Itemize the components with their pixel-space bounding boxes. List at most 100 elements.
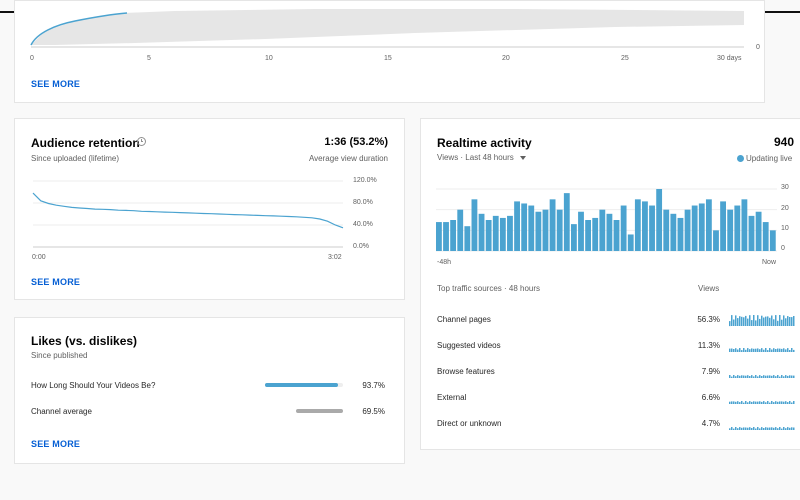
sparkline-bar <box>757 401 759 404</box>
sparkline-bar <box>747 375 749 378</box>
sparkline-bar <box>747 402 749 404</box>
sparkline-bar <box>743 427 745 430</box>
y-tick: 0 <box>781 245 785 252</box>
sparkline-bar <box>773 402 775 404</box>
sparkline-bar <box>759 375 761 378</box>
sparkline-bar <box>769 402 771 404</box>
realtime-bar <box>627 234 634 251</box>
realtime-bar <box>450 220 457 251</box>
sparkline-bar <box>785 349 787 352</box>
realtime-bar <box>705 199 712 251</box>
sparkline-bar <box>789 401 791 404</box>
card-title: Likes (vs. dislikes) <box>31 334 138 348</box>
sparkline-bar <box>787 427 789 430</box>
realtime-bar <box>734 205 741 251</box>
see-more-link[interactable]: SEE MORE <box>31 79 81 89</box>
traffic-source-sparkline <box>729 348 795 352</box>
sparkline-bar <box>729 375 731 378</box>
sparkline-bar <box>735 348 737 352</box>
sparkline-bar <box>787 316 789 326</box>
sparkline-bar <box>739 402 741 404</box>
sparkline-bar <box>759 428 761 430</box>
sparkline-bar <box>785 318 787 326</box>
likes-row-label: How Long Should Your Videos Be? <box>31 381 156 390</box>
sparkline-bar <box>753 401 755 404</box>
sparkline-bar <box>779 348 781 352</box>
y-tick: 30 <box>781 184 789 191</box>
realtime-bar <box>755 211 762 251</box>
likes-bar-fill <box>296 409 343 413</box>
realtime-bar <box>507 215 513 251</box>
realtime-bar <box>663 209 670 251</box>
sparkline-bar <box>765 348 767 352</box>
card-subtitle: Since published <box>31 351 88 360</box>
y-tick: 0 <box>756 44 760 51</box>
sparkline-bar <box>733 349 735 352</box>
sparkline-bar <box>777 428 779 430</box>
x-tick: -48h <box>437 259 452 266</box>
card-title: Audience retention <box>31 136 140 150</box>
realtime-bar <box>713 230 719 251</box>
info-icon[interactable] <box>137 137 146 146</box>
sparkline-bar <box>787 402 789 404</box>
y-tick: 120.0% <box>353 177 377 184</box>
x-tick: 15 <box>384 55 392 62</box>
views-period-dropdown[interactable]: Views · Last 48 hours <box>437 153 527 162</box>
sparkline-bar <box>753 315 755 326</box>
sparkline-bar <box>743 348 745 352</box>
realtime-bar <box>457 209 464 251</box>
realtime-bar <box>649 205 655 251</box>
traffic-source-label: Channel pages <box>437 315 491 324</box>
realtime-bar <box>528 205 535 251</box>
sparkline-bar <box>737 375 739 378</box>
sparkline-bar <box>759 318 761 326</box>
see-more-link[interactable]: SEE MORE <box>31 277 81 287</box>
traffic-source-value: 4.7% <box>701 419 720 428</box>
sparkline-bar <box>765 402 767 404</box>
sparkline-bar <box>761 348 763 352</box>
sparkline-bar <box>759 401 761 404</box>
realtime-bar <box>556 209 563 251</box>
traffic-source-label: Browse features <box>437 367 495 376</box>
likes-row-value: 93.7% <box>362 381 385 390</box>
sparkline-bar <box>745 401 747 404</box>
x-tick: 10 <box>265 55 273 62</box>
sparkline-bar <box>777 401 779 404</box>
realtime-bar <box>521 203 528 251</box>
sparkline-bar <box>767 316 769 326</box>
sparkline-bar <box>789 317 791 326</box>
sparkline-bar <box>733 375 735 378</box>
traffic-source-value: 56.3% <box>697 315 720 324</box>
realtime-bar <box>514 201 520 251</box>
sparkline-bar <box>741 401 743 404</box>
realtime-bar <box>762 222 769 251</box>
sparkline-bar <box>791 317 793 326</box>
x-tick: 0:00 <box>32 254 46 261</box>
sparkline-bar <box>731 376 733 378</box>
sparkline-bar <box>757 315 759 326</box>
sparkline-bar <box>757 427 759 430</box>
sparkline-bar <box>777 348 779 352</box>
x-tick: Now <box>762 259 777 266</box>
traffic-source-label: Direct or unknown <box>437 419 502 428</box>
realtime-bar <box>592 217 599 251</box>
sparkline-bar <box>735 376 737 378</box>
sparkline-bar <box>743 375 745 378</box>
sparkline-bar <box>771 375 773 378</box>
sparkline-bar <box>763 317 765 326</box>
sparkline-bar <box>771 349 773 352</box>
see-more-link[interactable]: SEE MORE <box>31 439 81 449</box>
traffic-sources-title: Top traffic sources · 48 hours <box>437 284 541 293</box>
sparkline-bar <box>753 376 755 378</box>
card-subtitle: Since uploaded (lifetime) <box>31 154 120 163</box>
sparkline-bar <box>787 348 789 352</box>
realtime-bar <box>748 215 755 251</box>
realtime-bar <box>656 189 663 251</box>
sparkline-bar <box>765 316 767 326</box>
sparkline-bar <box>741 375 743 378</box>
y-tick: 20 <box>781 205 789 212</box>
y-tick: 40.0% <box>353 221 373 228</box>
sparkline-bar <box>783 315 785 326</box>
retention-chart <box>32 180 344 248</box>
sparkline-bar <box>731 401 733 404</box>
